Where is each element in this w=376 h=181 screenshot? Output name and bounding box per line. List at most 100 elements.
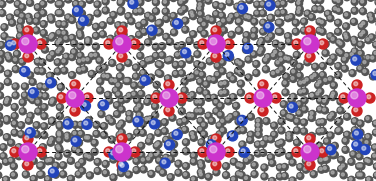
Circle shape [248,138,251,141]
Circle shape [167,56,173,63]
Circle shape [74,2,77,5]
Circle shape [50,52,53,55]
Circle shape [326,145,336,155]
Circle shape [89,72,92,75]
Circle shape [316,83,319,86]
Circle shape [227,54,234,61]
Circle shape [110,11,117,18]
Circle shape [366,176,373,181]
Circle shape [290,160,293,163]
Circle shape [135,98,138,101]
Circle shape [246,0,253,3]
Circle shape [172,70,179,77]
Circle shape [214,109,217,112]
Circle shape [94,24,97,28]
Circle shape [318,7,321,10]
Circle shape [99,100,109,110]
Circle shape [194,61,201,68]
Circle shape [191,159,194,162]
Circle shape [337,9,340,11]
Circle shape [276,61,279,64]
Circle shape [350,133,357,140]
Circle shape [199,161,202,164]
Circle shape [107,17,114,24]
Circle shape [14,67,17,70]
Circle shape [249,114,252,117]
Circle shape [311,172,314,175]
Circle shape [223,163,230,170]
Circle shape [60,171,67,178]
Circle shape [218,22,221,26]
Circle shape [94,10,101,17]
Circle shape [56,104,64,111]
Circle shape [275,1,282,8]
Circle shape [19,58,26,65]
Circle shape [243,37,250,44]
Circle shape [230,158,237,165]
Circle shape [287,39,290,42]
Circle shape [284,74,287,77]
Circle shape [191,14,194,17]
Circle shape [100,123,108,130]
Circle shape [164,17,167,20]
Circle shape [182,117,188,124]
Circle shape [254,10,261,17]
Circle shape [230,94,237,101]
Circle shape [194,70,201,77]
Circle shape [49,118,56,125]
Circle shape [265,36,271,43]
Circle shape [21,83,28,90]
Circle shape [213,136,217,140]
Circle shape [20,68,23,71]
Circle shape [71,49,77,56]
Circle shape [126,110,133,117]
Circle shape [49,158,52,161]
Circle shape [267,33,274,40]
Circle shape [271,131,278,138]
Circle shape [73,131,76,134]
Circle shape [37,92,44,99]
Circle shape [278,127,285,134]
Circle shape [105,91,112,98]
Circle shape [117,134,127,144]
Circle shape [141,28,148,35]
Circle shape [65,133,68,136]
Circle shape [79,158,86,165]
Circle shape [124,79,127,82]
Circle shape [40,30,47,37]
Circle shape [359,148,362,151]
Circle shape [213,108,220,115]
Circle shape [79,123,82,126]
Circle shape [267,14,274,21]
Circle shape [330,170,337,177]
Circle shape [342,137,349,144]
Circle shape [197,26,205,33]
Circle shape [116,123,123,130]
Circle shape [35,99,42,106]
Circle shape [358,130,361,133]
Circle shape [269,34,272,37]
Circle shape [373,172,376,179]
Circle shape [48,34,55,41]
Circle shape [285,33,291,40]
Circle shape [227,72,234,79]
Circle shape [139,83,142,86]
Circle shape [366,56,369,59]
Circle shape [330,82,337,89]
Circle shape [264,119,267,122]
Circle shape [373,50,376,57]
Circle shape [288,96,295,103]
Circle shape [261,29,264,32]
Circle shape [218,31,221,34]
Circle shape [2,25,5,28]
Circle shape [12,83,19,90]
Circle shape [257,49,264,56]
Circle shape [4,177,7,180]
Circle shape [215,72,218,75]
Circle shape [168,157,171,160]
Circle shape [129,37,132,40]
Circle shape [200,122,208,129]
Circle shape [55,40,62,47]
Circle shape [374,164,376,167]
Circle shape [41,113,48,120]
